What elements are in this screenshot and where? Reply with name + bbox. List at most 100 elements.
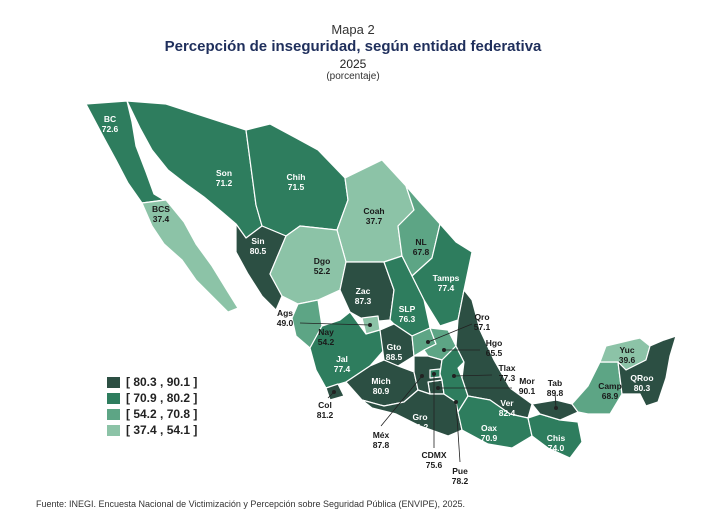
legend-swatch	[107, 424, 120, 436]
state-value: 75.6	[426, 460, 443, 470]
state-value: 68.9	[602, 391, 619, 401]
state-abbr: Pue	[452, 466, 468, 476]
state-son	[126, 100, 263, 239]
source-note: Fuente: INEGI. Encuesta Nacional de Vict…	[36, 499, 466, 509]
state-label-jal: Jal 77.4	[334, 354, 351, 374]
state-label-mich: Mich 80.9	[371, 376, 390, 396]
state-bc	[85, 100, 165, 204]
state-label-qro: Qro 57.1	[474, 312, 491, 332]
state-abbr: Mich	[371, 376, 390, 386]
state-label-nl: NL 67.8	[413, 237, 430, 257]
leader-line	[299, 322, 371, 326]
state-abbr: Méx	[373, 430, 390, 440]
state-abbr: Hgo	[486, 338, 503, 348]
state-label-méx: Méx 87.8	[373, 430, 390, 450]
leader-line	[453, 374, 493, 377]
legend-range: [ 54.2 , 70.8 ]	[126, 407, 198, 421]
state-abbr: BC	[104, 114, 116, 124]
state-value: 77.4	[438, 283, 455, 293]
leader-line	[455, 401, 461, 463]
leader-dot	[554, 406, 558, 410]
leader-line	[554, 391, 557, 409]
state-value: 70.9	[481, 433, 498, 443]
state-value: 71.5	[288, 182, 305, 192]
state-value: 67.8	[413, 247, 430, 257]
leader-dot	[368, 323, 372, 327]
state-value: 54.2	[318, 337, 335, 347]
state-value: 76.3	[399, 314, 416, 324]
state-label-hgo: Hgo 65.5	[486, 338, 503, 358]
state-value: 88.5	[386, 352, 403, 362]
state-value: 37.4	[153, 214, 170, 224]
map-unit: (porcentaje)	[326, 71, 380, 82]
state-label-gto: Gto 88.5	[386, 342, 403, 362]
state-label-mor: Mor 90.1	[519, 376, 536, 396]
state-label-oax: Oax 70.9	[481, 423, 498, 443]
state-value: 87.8	[373, 440, 390, 450]
state-méx	[413, 355, 443, 395]
state-abbr: Coah	[363, 206, 384, 216]
state-qroo	[617, 335, 677, 407]
state-abbr: Chis	[547, 433, 566, 443]
state-label-chis: Chis 74.0	[547, 433, 566, 453]
state-abbr: BCS	[152, 204, 170, 214]
state-abbr: Nay	[318, 327, 334, 337]
state-dgo	[269, 225, 347, 305]
leader-line	[380, 375, 423, 427]
state-abbr: Chih	[287, 172, 306, 182]
state-label-cdmx: CDMX 75.6	[421, 450, 446, 470]
legend-range: [ 80.3 , 90.1 ]	[126, 375, 198, 389]
state-abbr: Ver	[500, 398, 514, 408]
state-tamps	[411, 223, 473, 327]
state-abbr: Jal	[336, 354, 348, 364]
state-abbr: NL	[415, 237, 426, 247]
map-title: Percepción de inseguridad, según entidad…	[164, 38, 542, 55]
map-number: Mapa 2	[331, 22, 375, 37]
legend-swatch	[107, 408, 120, 420]
state-abbr: Mor	[519, 376, 535, 386]
state-label-qroo: QRoo 80.3	[630, 373, 653, 393]
state-value: 89.8	[547, 388, 564, 398]
state-abbr: Qro	[474, 312, 489, 322]
leader-line	[427, 323, 473, 343]
state-label-tamps: Tamps 77.4	[433, 273, 460, 293]
state-label-zac: Zac 87.3	[355, 286, 372, 306]
state-abbr: Col	[318, 400, 332, 410]
state-abbr: Dgo	[314, 256, 331, 266]
leader-dot	[332, 390, 336, 394]
state-value: 65.5	[486, 348, 503, 358]
legend-swatch	[107, 392, 120, 404]
state-value: 80.5	[250, 246, 267, 256]
state-abbr: Yuc	[619, 345, 634, 355]
state-abbr: Tab	[548, 378, 562, 388]
legend-range: [ 37.4 , 54.1 ]	[126, 423, 198, 437]
state-label-tab: Tab 89.8	[547, 378, 564, 398]
state-value: 39.6	[619, 355, 636, 365]
legend-item: [ 54.2 , 70.8 ]	[107, 406, 197, 422]
leader-dot	[432, 372, 436, 376]
map-legend: [ 80.3 , 90.1 ] [ 70.9 , 80.2 ] [ 54.2 ,…	[107, 374, 197, 438]
state-abbr: Son	[216, 168, 232, 178]
legend-item: [ 37.4 , 54.1 ]	[107, 422, 197, 438]
leader-dot	[454, 400, 458, 404]
state-label-camp: Camp 68.9	[598, 381, 622, 401]
map-year: 2025	[339, 57, 367, 71]
state-label-ver: Ver 82.4	[499, 398, 516, 418]
state-abbr: SLP	[399, 304, 416, 314]
state-abbr: Gro	[412, 412, 427, 422]
state-label-gro: Gro 81.2	[412, 412, 429, 432]
state-label-col: Col 81.2	[317, 400, 334, 420]
state-label-ags: Ags 49.0	[277, 308, 294, 328]
state-label-dgo: Dgo 52.2	[314, 256, 331, 276]
leader-dot	[420, 374, 424, 378]
state-label-coah: Coah 37.7	[363, 206, 384, 226]
state-value: 49.0	[277, 318, 294, 328]
state-label-yuc: Yuc 39.6	[619, 345, 636, 365]
legend-item: [ 80.3 , 90.1 ]	[107, 374, 197, 390]
state-label-bcs: BCS 37.4	[152, 204, 170, 224]
state-label-tlax: Tlax 77.3	[498, 363, 515, 383]
state-label-chih: Chih 71.5	[287, 172, 306, 192]
legend-swatch	[107, 376, 120, 388]
state-value: 77.3	[499, 373, 516, 383]
state-value: 80.3	[634, 383, 651, 393]
